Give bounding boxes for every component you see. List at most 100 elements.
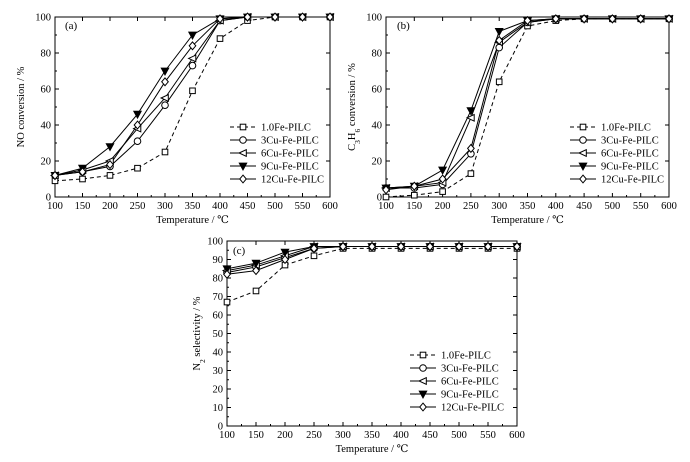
data-point — [161, 101, 169, 109]
legend-marker — [239, 136, 247, 144]
data-point — [133, 120, 142, 130]
panel-label: (b) — [397, 20, 410, 32]
y-axis-label: N2 selectivity / % — [192, 296, 207, 370]
data-point — [188, 41, 197, 51]
data-point — [467, 170, 475, 177]
legend-label: 6Cu-Fe-PILC — [441, 377, 499, 388]
y-tick-label: 40 — [41, 121, 52, 132]
data-point — [106, 159, 114, 170]
data-point — [161, 77, 169, 87]
data-point — [608, 14, 617, 24]
x-axis-label: Temperature / ℃ — [336, 444, 409, 455]
legend-marker — [239, 174, 247, 184]
y-axis-label-part: H — [347, 132, 358, 140]
x-tick-label: 200 — [102, 201, 118, 212]
legend-label: 9Cu-Fe-PILC — [441, 390, 499, 401]
x-tick-label: 150 — [406, 201, 422, 212]
series-line — [226, 247, 517, 303]
x-tick-label: 250 — [463, 201, 479, 212]
data-point — [382, 185, 390, 195]
legend-label: 1.0Fe-PILC — [261, 123, 311, 134]
y-tick-label: 30 — [213, 366, 224, 377]
x-tick-label: 550 — [633, 201, 649, 212]
legend-marker — [419, 351, 427, 359]
data-point — [484, 241, 492, 252]
x-tick-label: 400 — [212, 201, 228, 212]
x-tick-label: 350 — [185, 201, 201, 212]
data-point — [252, 265, 260, 276]
data-point — [134, 164, 141, 172]
x-tick-label: 500 — [451, 430, 467, 441]
legend-label: 12Cu-Fe-PILC — [441, 403, 504, 414]
data-point — [466, 143, 475, 154]
y-axis-label-subscript: 3 — [353, 140, 362, 144]
x-tick-label: 450 — [240, 201, 256, 212]
data-point — [133, 137, 142, 145]
legend-marker — [579, 174, 587, 184]
data-point — [159, 93, 169, 103]
data-point — [523, 15, 532, 26]
x-tick-label: 600 — [322, 201, 338, 212]
x-tick-label: 350 — [520, 201, 536, 212]
x-tick-label: 500 — [267, 201, 283, 212]
y-axis-label: C3H6 conversion / % — [347, 63, 362, 151]
y-tick-label: 0 — [46, 193, 51, 204]
data-point — [51, 170, 59, 181]
data-point — [397, 241, 405, 252]
x-axis-label: Temperature / ℃ — [156, 215, 229, 226]
data-point — [216, 14, 224, 24]
y-axis-label-part: C — [347, 144, 358, 151]
legend-label: 12Cu-Fe-PILC — [261, 175, 324, 186]
y-tick-label: 70 — [213, 292, 224, 303]
data-point — [132, 110, 143, 120]
y-tick-label: 40 — [213, 348, 224, 359]
legend-marker — [579, 136, 587, 144]
data-point — [466, 107, 476, 116]
y-tick-label: 0 — [377, 193, 382, 204]
y-axis-label: NO conversion / % — [16, 66, 27, 147]
y-tick-label: 100 — [35, 13, 51, 24]
y-tick-label: 20 — [372, 157, 383, 168]
chart-a: 100 150 200 250 300 350 400 450 500 550 600 0 20 40 60… — [16, 12, 338, 226]
data-point — [189, 87, 196, 95]
data-point — [280, 248, 290, 258]
data-point — [411, 191, 418, 199]
data-point — [251, 259, 261, 269]
data-point — [78, 167, 87, 177]
y-tick-label: 50 — [213, 329, 224, 340]
data-point — [438, 174, 447, 184]
legend-label: 3Cu-Fe-PILC — [261, 136, 319, 147]
x-tick-label: 150 — [248, 430, 264, 441]
data-point — [310, 243, 318, 254]
y-axis-label-part: conversion / % — [347, 63, 358, 129]
x-tick-label: 400 — [548, 201, 564, 212]
y-tick-label: 60 — [41, 85, 52, 96]
x-tick-label: 300 — [335, 430, 351, 441]
legend-label: 9Cu-Fe-PILC — [261, 162, 319, 173]
data-point — [455, 241, 463, 252]
y-tick-label: 20 — [213, 385, 224, 396]
x-tick-label: 250 — [130, 201, 146, 212]
data-point — [438, 166, 448, 175]
legend-marker — [417, 376, 427, 386]
y-tick-label: 40 — [372, 121, 383, 132]
x-axis-label: Temperature / ℃ — [491, 215, 564, 226]
y-tick-label: 80 — [213, 274, 224, 285]
data-point — [495, 78, 503, 86]
y-axis-label-part: selectivity / % — [192, 296, 203, 359]
legend-marker — [418, 390, 428, 399]
y-tick-label: 90 — [213, 255, 224, 266]
data-point — [410, 181, 419, 191]
data-point — [494, 28, 504, 37]
x-tick-label: 550 — [295, 201, 311, 212]
y-axis-label-subscript: 6 — [353, 129, 362, 133]
legend-marker — [579, 123, 587, 131]
data-point — [426, 241, 434, 252]
data-point — [465, 113, 475, 122]
chart-c: 100 150 200 250 300 350 400 450 500 550 6000102030… — [192, 237, 525, 456]
x-tick-label: 200 — [277, 430, 293, 441]
data-point — [281, 254, 289, 265]
panel-label: (a) — [65, 20, 78, 32]
legend-marker — [578, 162, 588, 171]
legend-label: 1.0Fe-PILC — [601, 123, 651, 134]
